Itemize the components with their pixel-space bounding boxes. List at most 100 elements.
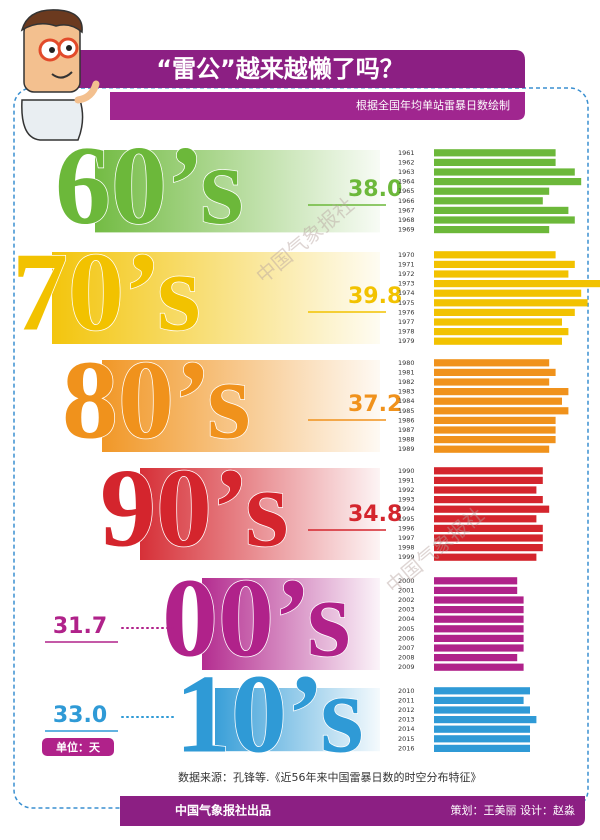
bar bbox=[434, 654, 518, 662]
year-label: 2015 bbox=[398, 735, 415, 743]
bar bbox=[434, 187, 550, 195]
mascot bbox=[20, 9, 100, 141]
bar bbox=[434, 158, 556, 166]
bar bbox=[434, 515, 537, 523]
year-label: 2006 bbox=[398, 634, 415, 642]
decade-band bbox=[52, 252, 380, 344]
decade-band bbox=[95, 150, 380, 233]
bar bbox=[434, 416, 556, 424]
bar bbox=[434, 216, 575, 224]
bar bbox=[434, 586, 518, 594]
year-label: 1978 bbox=[398, 328, 415, 336]
decade-label: 60’s bbox=[55, 124, 244, 248]
year-label: 2010 bbox=[398, 687, 415, 695]
decade-average: 33.0 bbox=[53, 703, 107, 728]
year-label: 1997 bbox=[398, 534, 415, 542]
year-label: 1965 bbox=[398, 187, 415, 195]
year-label: 1963 bbox=[398, 168, 415, 176]
year-label: 2016 bbox=[398, 744, 415, 752]
decade-label: 10’s bbox=[175, 652, 364, 776]
bar bbox=[434, 706, 530, 714]
year-label: 1969 bbox=[398, 226, 415, 234]
year-label: 1983 bbox=[398, 388, 415, 396]
bar bbox=[434, 318, 562, 326]
decade-band bbox=[102, 360, 380, 452]
bar bbox=[434, 426, 556, 434]
year-label: 2014 bbox=[398, 725, 415, 733]
bar bbox=[434, 407, 569, 415]
year-label: 1971 bbox=[398, 260, 415, 268]
year-label: 1973 bbox=[398, 280, 415, 288]
title-banner bbox=[70, 50, 525, 88]
decade-label: 90’s bbox=[100, 447, 289, 571]
year-label: 2012 bbox=[398, 706, 415, 714]
year-label: 1968 bbox=[398, 216, 415, 224]
decade-average: 31.7 bbox=[53, 614, 107, 639]
bar bbox=[434, 687, 530, 695]
decade-band bbox=[140, 468, 380, 560]
bar bbox=[434, 634, 524, 642]
year-label: 1990 bbox=[398, 467, 415, 475]
year-label: 1982 bbox=[398, 378, 415, 386]
year-label: 1996 bbox=[398, 524, 415, 532]
bar bbox=[434, 337, 562, 345]
year-label: 1999 bbox=[398, 553, 415, 561]
bar bbox=[434, 524, 543, 532]
bar bbox=[434, 299, 588, 307]
bar bbox=[434, 486, 537, 494]
year-label: 1992 bbox=[398, 486, 415, 494]
unit: 单位：天 bbox=[56, 740, 101, 754]
year-label: 2005 bbox=[398, 625, 415, 633]
unit-badge bbox=[42, 738, 114, 756]
bar bbox=[434, 467, 543, 475]
year-label: 1989 bbox=[398, 445, 415, 453]
bar bbox=[434, 206, 569, 214]
publisher: 中国气象报社出品 bbox=[175, 803, 271, 818]
bar bbox=[434, 625, 524, 633]
year-label: 1986 bbox=[398, 416, 415, 424]
bar bbox=[434, 226, 550, 234]
bar bbox=[434, 368, 556, 376]
decade-label: 80’s bbox=[62, 339, 251, 463]
bar bbox=[434, 553, 537, 561]
year-label: 1993 bbox=[398, 496, 415, 504]
bar bbox=[434, 696, 524, 704]
subtitle-banner bbox=[110, 92, 525, 120]
bar bbox=[434, 328, 569, 336]
year-label: 1975 bbox=[398, 299, 415, 307]
bar bbox=[434, 615, 524, 623]
credits: 策划：王美丽 设计：赵淼 bbox=[451, 803, 576, 817]
bar bbox=[434, 197, 543, 205]
decade-label: 70’s bbox=[12, 231, 201, 355]
year-label: 2008 bbox=[398, 654, 415, 662]
bar bbox=[434, 596, 524, 604]
year-label: 2007 bbox=[398, 644, 415, 652]
bar bbox=[434, 280, 600, 288]
footer-banner bbox=[120, 796, 585, 826]
year-label: 1988 bbox=[398, 436, 415, 444]
year-label: 1977 bbox=[398, 318, 415, 326]
year-label: 2011 bbox=[398, 696, 415, 704]
year-label: 1967 bbox=[398, 206, 415, 214]
year-label: 1976 bbox=[398, 308, 415, 316]
year-label: 1961 bbox=[398, 149, 415, 157]
decade-average: 34.8 bbox=[348, 502, 402, 527]
year-label: 1991 bbox=[398, 476, 415, 484]
bar bbox=[434, 725, 530, 733]
bar bbox=[434, 436, 556, 444]
bar bbox=[434, 388, 569, 396]
year-label: 2002 bbox=[398, 596, 415, 604]
year-label: 1980 bbox=[398, 359, 415, 367]
bar bbox=[434, 476, 543, 484]
year-label: 1998 bbox=[398, 544, 415, 552]
year-label: 2009 bbox=[398, 663, 415, 671]
bar bbox=[434, 505, 550, 513]
bar bbox=[434, 716, 537, 724]
bar bbox=[434, 270, 569, 278]
year-label: 1995 bbox=[398, 515, 415, 523]
year-label: 2013 bbox=[398, 716, 415, 724]
year-label: 1985 bbox=[398, 407, 415, 415]
decade-average: 37.2 bbox=[348, 392, 402, 417]
bar bbox=[434, 577, 518, 585]
bar bbox=[434, 308, 575, 316]
